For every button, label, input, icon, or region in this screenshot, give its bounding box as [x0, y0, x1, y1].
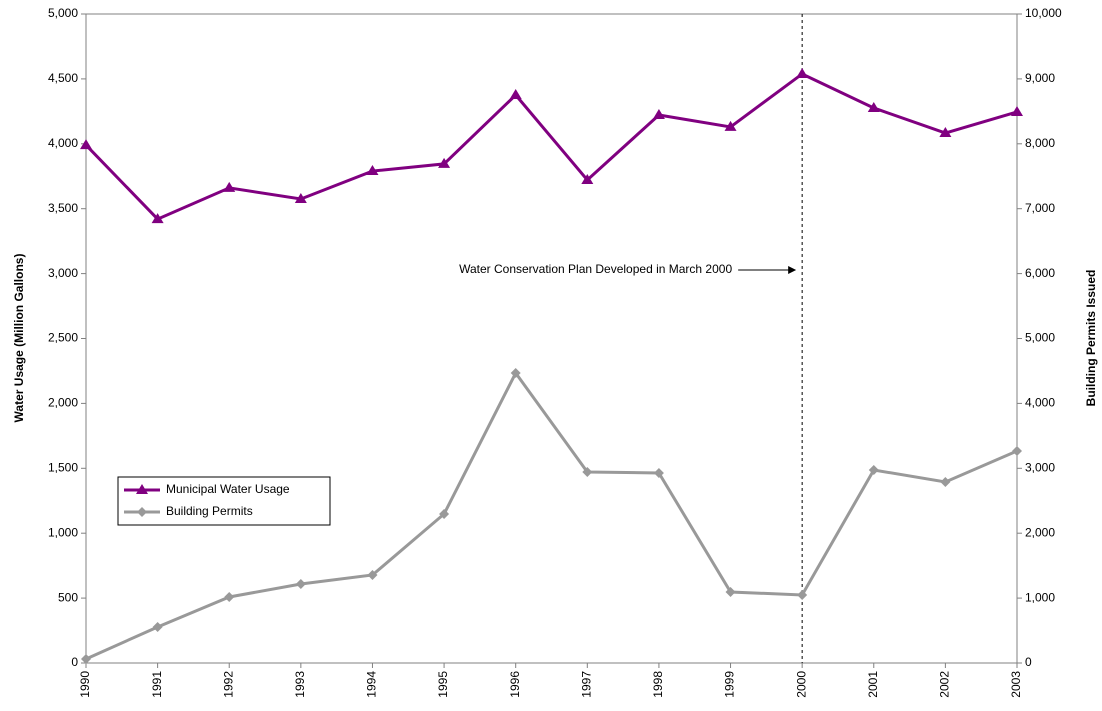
x-tick-label: 1996 — [508, 671, 522, 698]
x-tick-label: 1995 — [436, 671, 450, 698]
y-tick-label: 0 — [71, 655, 78, 669]
y-tick-label: 5,000 — [48, 6, 78, 20]
x-tick-label: 1991 — [150, 671, 164, 698]
marker — [939, 127, 952, 138]
y-tick-label: 3,000 — [48, 266, 78, 280]
x-tick-label: 1999 — [723, 671, 737, 698]
y-tick-label: 2,500 — [48, 331, 78, 345]
marker — [136, 484, 148, 494]
marker — [724, 120, 737, 131]
x-tick-label: 2003 — [1009, 671, 1023, 698]
y2-tick-label: 3,000 — [1025, 460, 1055, 474]
x-tick-label: 1994 — [365, 671, 379, 698]
marker — [725, 586, 736, 597]
marker — [223, 181, 236, 192]
marker — [81, 653, 91, 664]
y2-tick-label: 2,000 — [1025, 525, 1055, 539]
y2-axis-title: Building Permits Issued — [1084, 270, 1098, 407]
y-tick-label: 1,500 — [48, 460, 78, 474]
marker — [367, 569, 378, 580]
x-tick-label: 2002 — [938, 671, 952, 698]
marker — [294, 192, 307, 203]
legend-label: Municipal Water Usage — [166, 482, 290, 496]
marker — [509, 88, 522, 99]
marker — [653, 467, 664, 478]
y2-tick-label: 10,000 — [1025, 6, 1062, 20]
annotation: Water Conservation Plan Developed in Mar… — [459, 262, 732, 276]
marker — [940, 476, 951, 487]
y-tick-label: 4,000 — [48, 136, 78, 150]
marker — [582, 466, 593, 477]
marker — [1012, 445, 1022, 456]
x-tick-label: 2000 — [794, 671, 808, 698]
marker — [581, 174, 594, 185]
y2-tick-label: 9,000 — [1025, 71, 1055, 85]
marker — [867, 101, 880, 112]
x-tick-label: 1990 — [78, 671, 92, 698]
marker — [295, 579, 306, 590]
y-axis-title: Water Usage (Million Gallons) — [12, 254, 26, 423]
y2-tick-label: 6,000 — [1025, 266, 1055, 280]
series-line — [84, 72, 1018, 221]
marker — [137, 507, 147, 517]
marker — [438, 157, 451, 168]
x-tick-label: 2001 — [866, 671, 880, 698]
x-tick-label: 1993 — [293, 671, 307, 698]
y2-tick-label: 5,000 — [1025, 331, 1055, 345]
legend-label: Building Permits — [166, 504, 253, 518]
y-tick-label: 4,500 — [48, 71, 78, 85]
marker — [797, 589, 808, 600]
y-tick-label: 500 — [58, 590, 78, 604]
marker — [439, 508, 450, 519]
arrow-head — [788, 266, 797, 274]
y2-tick-label: 1,000 — [1025, 590, 1055, 604]
x-tick-label: 1992 — [221, 671, 235, 698]
y2-tick-label: 0 — [1025, 655, 1032, 669]
marker — [366, 165, 379, 176]
x-tick-label: 1998 — [651, 671, 665, 698]
y-tick-label: 2,000 — [48, 396, 78, 410]
marker — [80, 139, 92, 150]
marker — [151, 213, 164, 224]
legend — [117, 476, 331, 526]
marker — [152, 621, 163, 632]
marker — [510, 368, 521, 379]
marker — [868, 464, 879, 475]
y-tick-label: 3,500 — [48, 201, 78, 215]
y2-tick-label: 4,000 — [1025, 396, 1055, 410]
marker — [224, 591, 235, 602]
x-tick-label: 1997 — [579, 671, 593, 698]
y-tick-label: 1,000 — [48, 525, 78, 539]
marker — [1011, 105, 1023, 116]
series-line — [85, 370, 1018, 661]
y2-tick-label: 8,000 — [1025, 136, 1055, 150]
marker — [796, 67, 809, 78]
marker — [652, 108, 665, 119]
y2-tick-label: 7,000 — [1025, 201, 1055, 215]
